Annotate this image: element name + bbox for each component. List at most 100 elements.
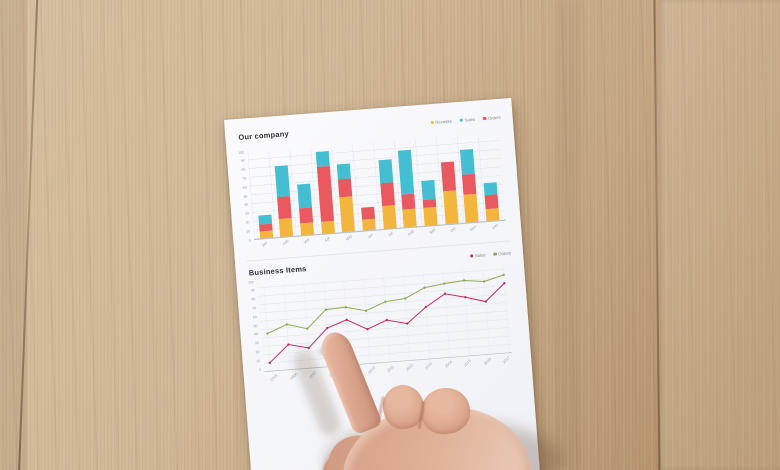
bar-segment-sales <box>297 183 313 209</box>
y-tick-label: 90 <box>250 288 255 293</box>
data-point-sales <box>345 318 348 322</box>
bar-segment-sales <box>460 148 476 175</box>
legend-item: Receipts <box>430 119 452 126</box>
bar-segment-sales <box>421 180 436 200</box>
stacked-bar <box>440 161 459 225</box>
grid-line-vertical <box>502 267 510 353</box>
x-tick-label: Sep <box>428 227 436 236</box>
bar-segment-sales <box>337 163 352 180</box>
x-tick-label: 2017 <box>502 355 511 365</box>
grid-line-vertical <box>283 283 291 370</box>
legend-color-dot <box>493 252 497 256</box>
data-point-sales <box>405 322 409 325</box>
bar-segment-orders <box>484 193 499 209</box>
y-tick-label: 100 <box>248 279 255 285</box>
grid-line-horizontal <box>261 310 509 331</box>
y-tick-label: 40 <box>244 202 249 207</box>
legend-label: Sales <box>474 252 486 259</box>
bar-segment-receipts <box>320 220 335 234</box>
data-point-sales <box>503 282 506 285</box>
bar-chart-title: Our company <box>238 129 290 142</box>
x-tick-label: Aug <box>406 229 415 237</box>
data-point-orders <box>364 309 368 312</box>
bar-segment-orders <box>316 166 334 222</box>
y-tick-label: 70 <box>251 305 257 311</box>
bar-segment-orders <box>401 193 416 210</box>
data-point-sales <box>464 296 467 299</box>
legend-color-dot <box>482 116 487 121</box>
legend-label: Sales <box>464 116 476 123</box>
x-tick-label: 2011 <box>386 364 395 374</box>
grid-line-vertical <box>363 277 371 364</box>
legend-label: Orders <box>487 114 501 121</box>
grid-line-vertical <box>423 273 431 359</box>
bar-segment-sales <box>378 159 394 184</box>
x-tick-label: Nov <box>470 224 478 232</box>
bar-segment-receipts <box>423 207 438 226</box>
x-tick-label: Feb <box>282 238 290 247</box>
data-point-sales <box>307 346 310 350</box>
y-tick-label: 80 <box>241 167 246 172</box>
data-point-orders <box>266 332 269 335</box>
x-tick-label: Apr <box>324 235 332 243</box>
data-point-orders <box>443 282 446 285</box>
stacked-bar <box>315 151 335 234</box>
line-chart-plot-area <box>257 267 512 372</box>
bar-segment-sales <box>275 164 291 197</box>
y-tick-label: 50 <box>243 193 248 199</box>
x-tick-label: Mar <box>303 237 311 245</box>
y-tick-label: 10 <box>256 358 261 363</box>
data-point-orders <box>423 286 426 289</box>
y-tick-label: 50 <box>253 323 258 328</box>
bar-segment-sales <box>315 151 330 168</box>
x-axis-line <box>264 352 512 372</box>
legend-item: Orders <box>482 114 501 121</box>
stacked-bar <box>258 214 273 239</box>
bar-segment-receipts <box>485 207 500 222</box>
y-tick-label: 20 <box>245 220 250 225</box>
bar-segment-receipts <box>259 230 273 239</box>
x-tick-label: 2015 <box>463 358 473 368</box>
data-point-orders <box>384 300 387 303</box>
grid-line-horizontal <box>261 318 510 339</box>
x-tick-label: 2005 <box>270 373 280 383</box>
x-tick-label: May <box>345 233 353 242</box>
stacked-bar <box>297 183 315 236</box>
data-point-orders <box>404 297 407 300</box>
x-tick-label: Dec <box>491 222 500 231</box>
y-tick-label: 90 <box>240 158 245 164</box>
wood-grain-streak <box>555 0 581 470</box>
grid-line-horizontal <box>262 327 510 347</box>
grid-line-horizontal <box>257 268 506 289</box>
legend-item: Orders <box>493 250 511 256</box>
legend-color-dot <box>469 254 474 258</box>
data-point-orders <box>462 279 466 282</box>
bar-segment-orders <box>440 161 456 191</box>
grid-line-horizontal <box>259 285 507 305</box>
bar-segment-orders <box>338 178 353 198</box>
grid-line-horizontal <box>260 302 508 322</box>
data-point-sales <box>287 343 290 346</box>
wood-plank-dark-band <box>0 0 27 470</box>
y-tick-label: 80 <box>251 297 256 302</box>
x-tick-label: 2016 <box>482 357 492 366</box>
data-point-sales <box>385 318 389 322</box>
stacked-bar <box>460 148 479 223</box>
grid-line-vertical <box>482 268 490 355</box>
grid-line-horizontal <box>258 276 506 297</box>
legend-label: Orders <box>498 250 512 257</box>
bar-segment-orders <box>299 207 314 224</box>
x-tick-label: Jul <box>387 231 394 238</box>
bar-segment-orders <box>277 195 293 220</box>
y-tick-label: 30 <box>254 341 259 346</box>
bar-segment-receipts <box>463 193 479 223</box>
y-tick-label: 0 <box>258 367 261 372</box>
x-tick-label: Jun <box>366 232 374 240</box>
legend-color-dot <box>459 118 464 123</box>
x-tick-label: 2013 <box>424 361 434 371</box>
stacked-bar <box>483 182 500 222</box>
y-tick-label: 30 <box>244 211 249 216</box>
stacked-bar <box>275 164 294 238</box>
